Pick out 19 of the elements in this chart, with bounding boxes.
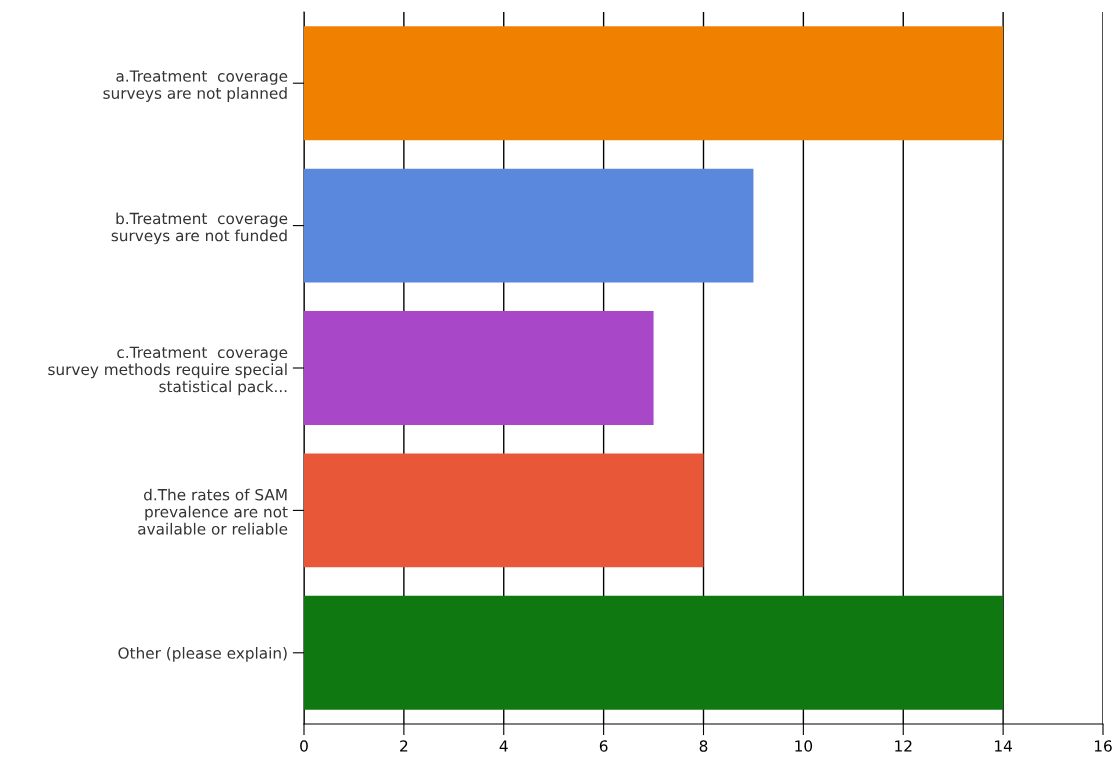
bar bbox=[304, 453, 704, 568]
x-tick-label: 16 bbox=[1094, 740, 1112, 752]
x-tick-label: 8 bbox=[699, 740, 708, 752]
bar bbox=[304, 311, 654, 425]
y-tick-label: c.Treatment coverage survey methods require special statistical pack... bbox=[48, 346, 288, 396]
x-tick-label: 14 bbox=[995, 740, 1012, 752]
x-tick-label: 12 bbox=[895, 740, 912, 752]
x-tick-label: 10 bbox=[795, 740, 813, 752]
x-tick-label: 6 bbox=[599, 740, 608, 752]
y-tick-label: b.Treatment coverage surveys are not funded bbox=[111, 212, 288, 245]
y-tick-label: Other (please explain) bbox=[118, 647, 287, 662]
y-tick-label: a.Treatment coverage surveys are not planned bbox=[103, 70, 288, 102]
x-tick-label: 4 bbox=[499, 740, 508, 752]
x-tick-label: 0 bbox=[300, 740, 308, 752]
bar bbox=[304, 595, 1004, 710]
bar bbox=[304, 168, 754, 283]
bar bbox=[304, 26, 1004, 141]
y-tick-label: d.The rates of SAM prevalence are not available or reliable bbox=[138, 488, 288, 535]
x-tick-label: 2 bbox=[400, 740, 408, 752]
